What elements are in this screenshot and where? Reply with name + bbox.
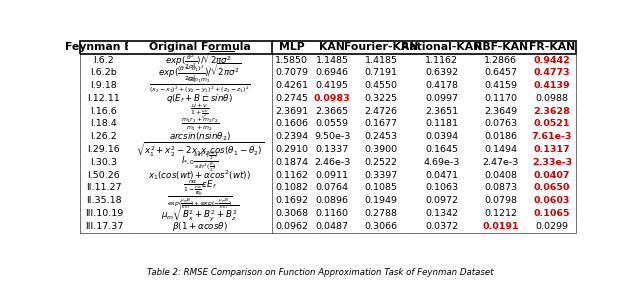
Text: Table 2: RMSE Comparison on Function Approximation Task of Feynman Dataset: Table 2: RMSE Comparison on Function App… [147, 269, 493, 277]
